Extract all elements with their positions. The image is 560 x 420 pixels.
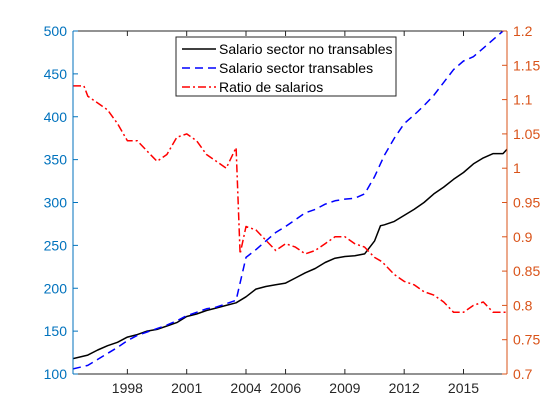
y-right-tick-label: 1.05 [513,126,540,142]
y-left-tick-label: 350 [44,152,68,168]
y-right-tick-label: 0.8 [513,297,533,313]
y-left-tick-label: 500 [44,23,68,39]
y-right-tick-label: 0.75 [513,332,540,348]
x-tick-label: 2001 [171,380,202,396]
y-left-tick-label: 400 [44,109,68,125]
x-tick-label: 2012 [389,380,420,396]
x-tick-label: 2009 [329,380,360,396]
y-right-tick-label: 0.95 [513,195,540,211]
y-left-tick-label: 300 [44,195,68,211]
series-line-0 [73,148,507,360]
series-layer [73,31,507,370]
legend: Salario sector no transables Salario sec… [175,36,397,97]
legend-box [175,36,397,97]
y-right-tick-label: 1.1 [513,92,533,108]
y-left-tick-label: 450 [44,66,68,82]
y-left-tick-label: 100 [44,366,68,382]
legend-label-no-transables: Salario sector no transables [219,41,393,57]
y-right-tick-label: 0.85 [513,263,540,279]
ticks-layer: 1998 2001 2004 2006 2009 2012 2015 100 150 200 250… [44,23,541,396]
legend-label-ratio: Ratio de salarios [219,79,323,95]
x-tick-label: 1998 [112,380,143,396]
y-left-tick-label: 250 [44,237,68,253]
legend-label-transables: Salario sector transables [219,60,373,76]
y-right-tick-label: 1.15 [513,57,540,73]
y-right-tick-label: 0.9 [513,229,533,245]
y-left-tick-label: 200 [44,280,68,296]
x-tick-label: 2004 [230,380,261,396]
y-right-tick-label: 0.7 [513,366,533,382]
x-tick-label: 2006 [270,380,301,396]
x-tick-label: 2015 [448,380,479,396]
y-right-tick-label: 1 [513,160,521,176]
y-left-tick-label: 150 [44,323,68,339]
y-right-tick-label: 1.2 [513,23,533,39]
